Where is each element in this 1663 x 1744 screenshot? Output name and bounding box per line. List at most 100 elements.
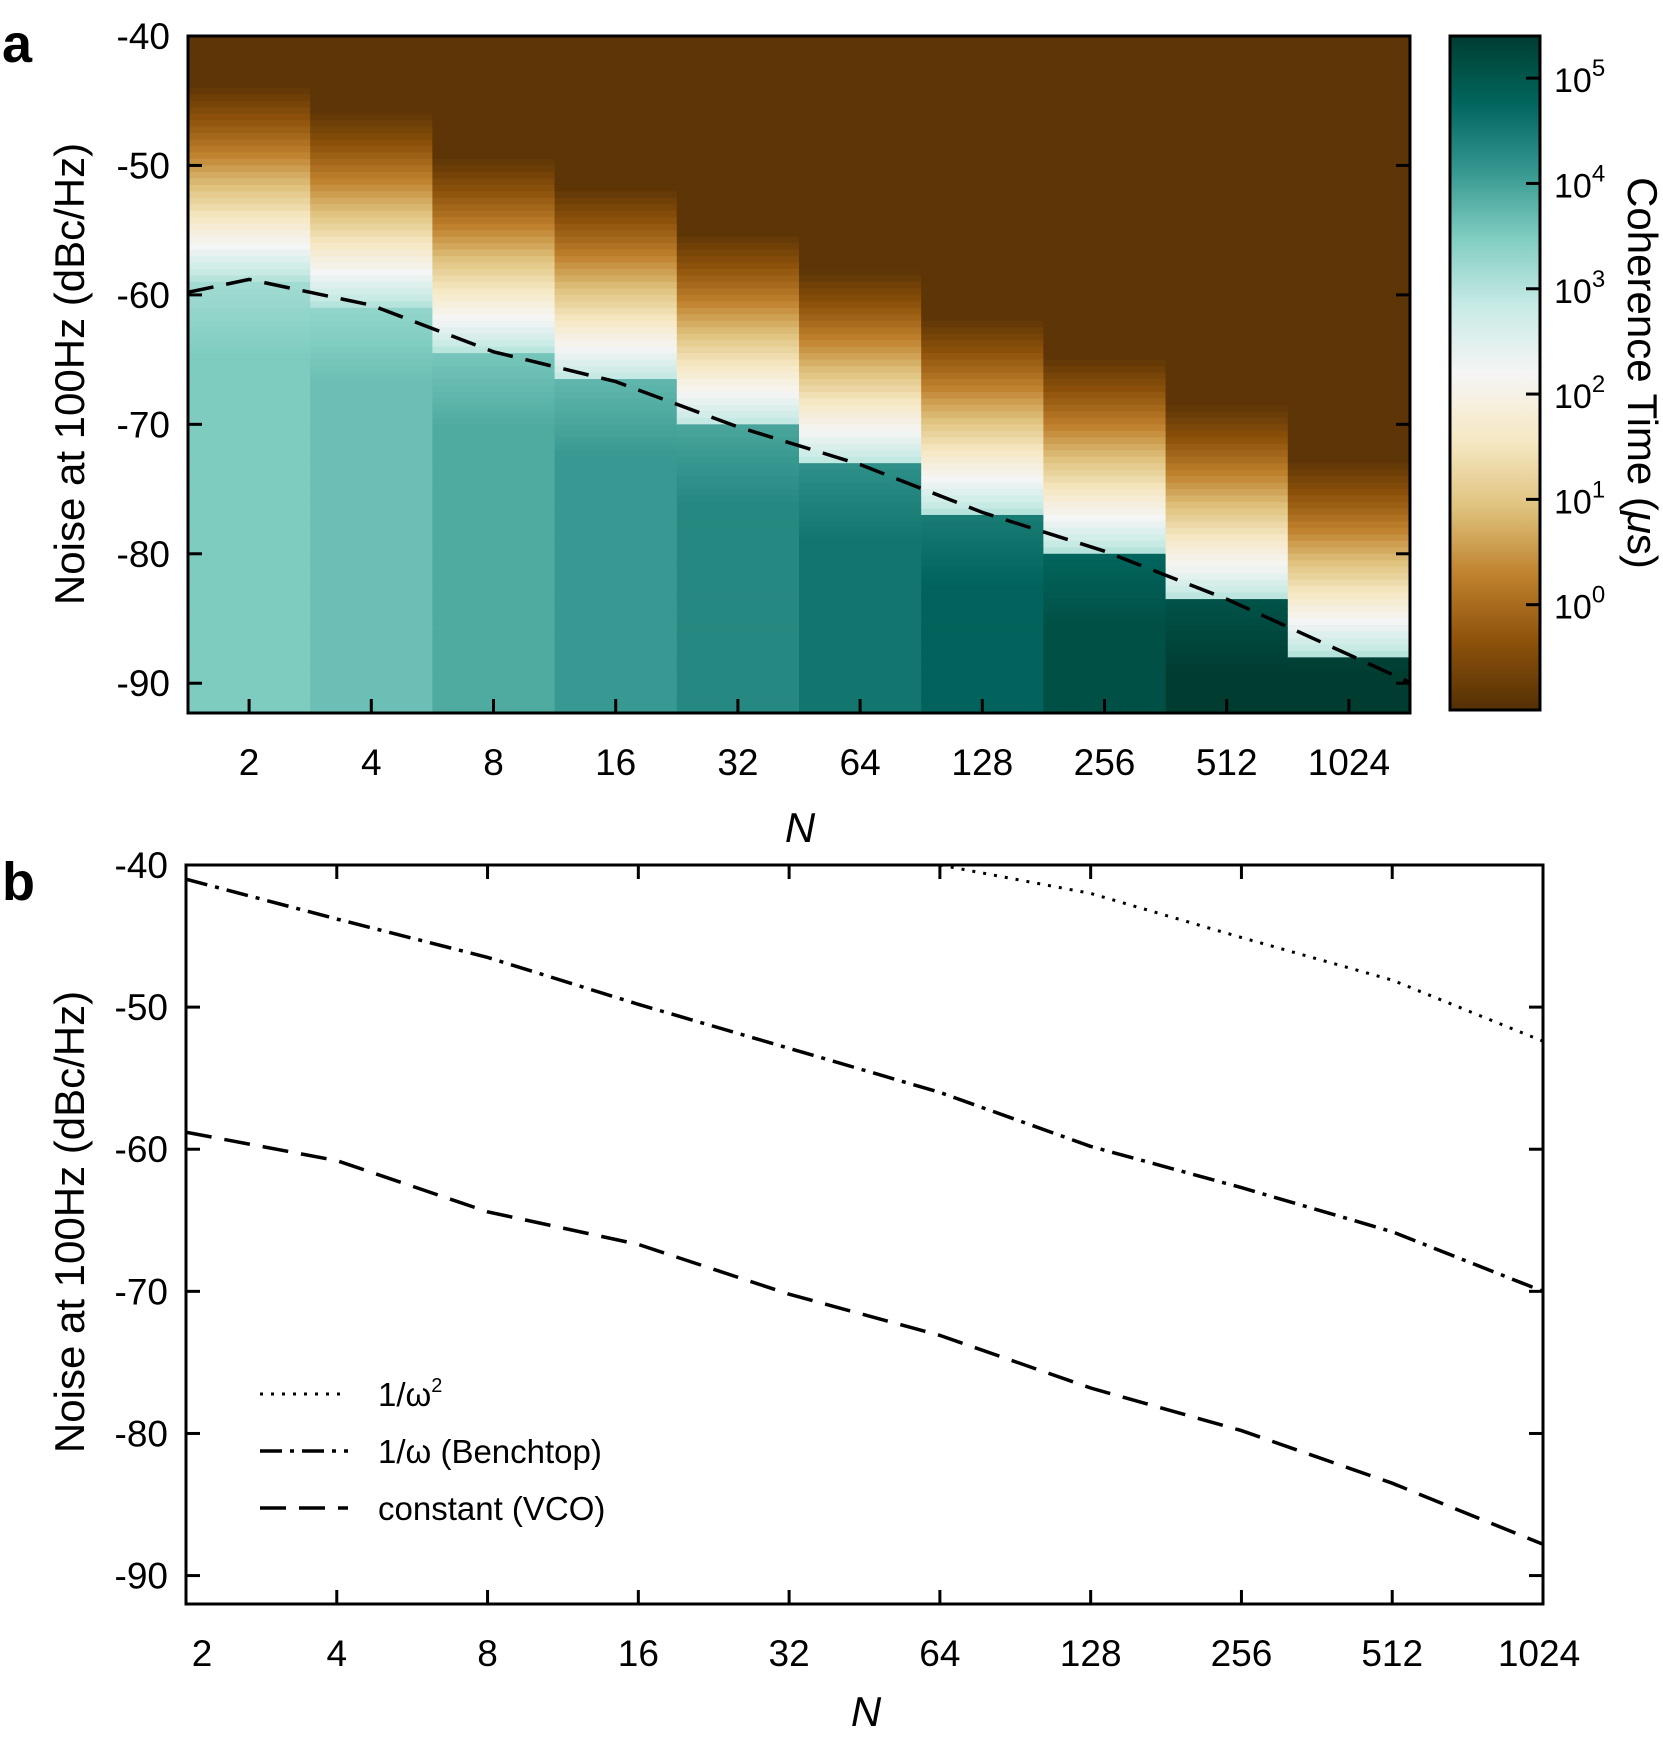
heatmap-cell [799, 463, 922, 471]
heatmap-cell [1287, 139, 1410, 147]
heatmap-cell [676, 36, 800, 44]
heatmap-cell [1165, 197, 1289, 206]
heatmap-cell [921, 320, 1045, 329]
heatmap-cell [676, 346, 800, 354]
heatmap-cell [554, 113, 678, 121]
heatmap-cell [1287, 579, 1410, 587]
heatmap-y-tick-label: -50 [117, 145, 170, 186]
heatmap-cell [921, 249, 1045, 257]
heatmap-cell [676, 42, 800, 50]
heatmap-cell [432, 379, 556, 387]
heatmap-cell [921, 385, 1045, 393]
heatmap-cell [676, 204, 800, 212]
heatmap-cell [799, 599, 922, 607]
heatmap-cell [1165, 152, 1289, 160]
heatmap-cell [310, 68, 434, 76]
heatmap-cell [432, 120, 556, 128]
heatmap-cell [799, 547, 922, 555]
heatmap-cell [799, 243, 922, 251]
heatmap-cell [799, 398, 922, 406]
heatmap-cell [676, 281, 800, 290]
heatmap-cell [1043, 599, 1167, 607]
heatmap-cell [1287, 605, 1410, 613]
heatmap-cell [310, 36, 434, 44]
heatmap-cell [1287, 288, 1410, 296]
heatmap-cell [921, 353, 1045, 361]
heatmap-cell [1165, 605, 1289, 613]
heatmap-cell [921, 527, 1045, 536]
heatmap-cell [310, 223, 434, 231]
heatmap-cell [676, 417, 800, 426]
heatmap-cell [554, 437, 678, 445]
heatmap-cell [1043, 178, 1167, 186]
heatmap-cell [432, 404, 556, 413]
heatmap-cell [921, 81, 1045, 89]
heatmap-cell [554, 683, 678, 691]
heatmap-cell [1043, 68, 1167, 76]
heatmap-cell [1287, 366, 1410, 374]
heatmap-cell [799, 644, 922, 652]
heatmap-cell [432, 372, 556, 380]
heatmap-cell [1043, 495, 1167, 503]
heatmap-cell [676, 320, 800, 329]
heatmap-cell [1287, 443, 1410, 452]
heatmap-cell [921, 236, 1045, 244]
heatmap-cell [676, 676, 800, 685]
heatmap-cell [1043, 366, 1167, 374]
heatmap-cell [799, 521, 922, 529]
heatmap-cell [554, 366, 678, 374]
heatmap-cell [799, 191, 922, 199]
heatmap-cell [432, 204, 556, 212]
heatmap-cell [676, 463, 800, 471]
heatmap-cell [1165, 236, 1289, 244]
heatmap-cell [1287, 631, 1410, 639]
heatmap-cell [1165, 534, 1289, 542]
heatmap-cell [1287, 133, 1410, 141]
heatmap-cell [432, 353, 556, 361]
heatmap-cell [799, 670, 922, 678]
colorbar-label: Coherence Time (μs) [1619, 177, 1663, 569]
heatmap-cell [310, 547, 434, 555]
line-x-tick-label: 32 [769, 1633, 810, 1674]
heatmap-cell [1165, 327, 1289, 335]
heatmap-cell [676, 411, 800, 419]
heatmap-cell [799, 586, 922, 594]
heatmap-y-tick-label: -60 [117, 275, 170, 316]
heatmap-cell [676, 534, 800, 542]
heatmap-cell [1043, 612, 1167, 620]
heatmap-cell [921, 670, 1045, 678]
heatmap-cell [432, 191, 556, 199]
heatmap-cell [188, 573, 311, 581]
heatmap-cell [188, 553, 311, 562]
heatmap-cell [1165, 450, 1289, 458]
heatmap-cell [432, 657, 556, 665]
heatmap-cell [310, 417, 434, 426]
heatmap-cell [676, 592, 800, 600]
heatmap-cell [921, 502, 1045, 510]
heatmap-cell [432, 689, 556, 697]
heatmap-cell [799, 366, 922, 374]
heatmap-cell [310, 314, 434, 322]
heatmap-cell [432, 547, 556, 555]
colorbar-tick-exponent: 2 [1592, 371, 1605, 398]
heatmap-cell [921, 126, 1045, 134]
heatmap-cell [676, 605, 800, 613]
heatmap-cell [1165, 42, 1289, 50]
heatmap-cell [799, 48, 922, 57]
heatmap-cell [432, 152, 556, 160]
heatmap-cell [1043, 230, 1167, 238]
heatmap-cell [921, 573, 1045, 581]
heatmap-cell [1165, 683, 1289, 691]
heatmap-cell [676, 482, 800, 490]
heatmap-cell [432, 81, 556, 89]
heatmap-cell [677, 716, 800, 723]
heatmap-cell [188, 540, 311, 549]
heatmap-cell [676, 456, 800, 464]
heatmap-cell [1165, 579, 1289, 587]
heatmap-x-tick-label: 16 [595, 742, 636, 783]
heatmap-cell [432, 256, 556, 264]
heatmap-cell [554, 191, 678, 199]
heatmap-cell [799, 346, 922, 354]
heatmap-cell [1165, 230, 1289, 238]
heatmap-cell [799, 165, 922, 173]
